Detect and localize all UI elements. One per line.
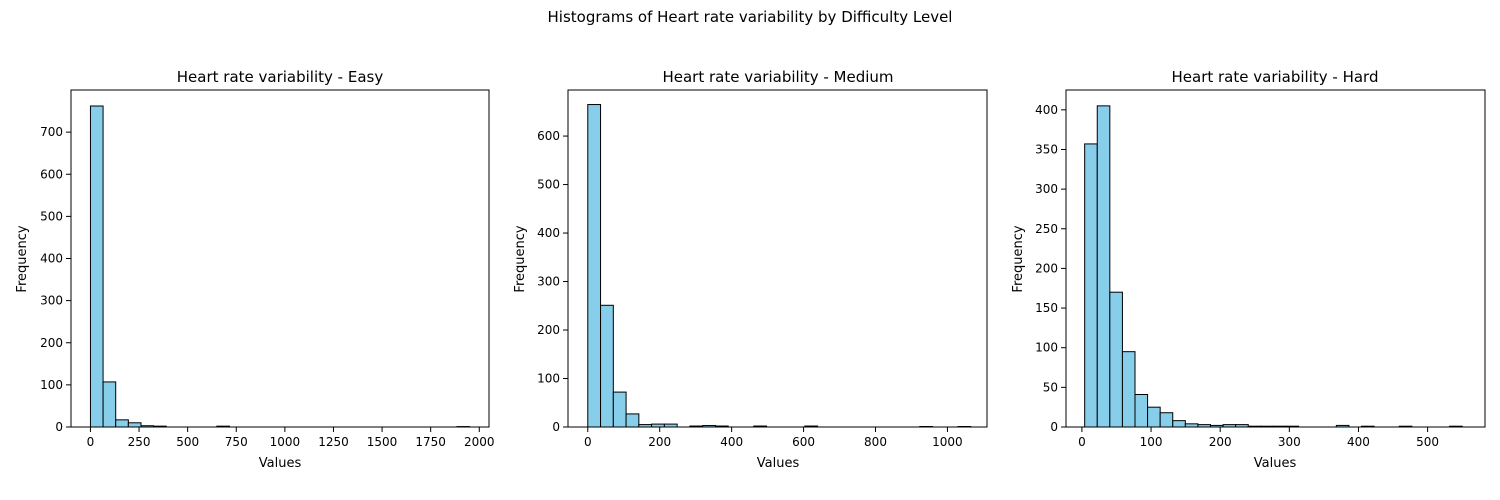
histogram-bar-hard [1084,143,1098,428]
histogram-bar-easy [102,381,117,428]
histogram-bar-hard [1109,291,1123,428]
x-tick-label-easy: 750 [225,435,248,449]
y-tick-label-medium: 600 [537,129,560,143]
x-tick-label-medium: 200 [648,435,671,449]
histogram-bar-easy [89,105,104,428]
histogram-bar-medium [612,391,627,428]
y-tick-label-easy: 600 [40,167,63,181]
y-tick-label-medium: 0 [552,420,560,434]
histogram-bar-hard [1147,406,1161,428]
x-tick-label-hard: 300 [1278,435,1301,449]
y-tick-label-hard: 100 [1035,341,1058,355]
histogram-bar-easy [127,422,142,428]
y-tick-label-hard: 0 [1050,420,1058,434]
x-axis-label-easy: Values [259,456,302,471]
y-axis-label-medium: Frequency [513,225,528,292]
y-tick-label-easy: 300 [40,294,63,308]
histogram-bar-medium [600,304,614,428]
y-tick-label-hard: 400 [1035,103,1058,117]
x-tick-label-easy: 500 [176,435,199,449]
histogram-bar-medium [625,413,640,428]
x-tick-label-medium: 0 [584,435,592,449]
axes-frame-easy [70,89,490,428]
histogram-bar-hard [1121,351,1136,428]
y-tick-label-hard: 300 [1035,182,1058,196]
x-tick-label-hard: 200 [1209,435,1232,449]
x-tick-label-easy: 2000 [464,435,495,449]
y-tick-label-medium: 300 [537,275,560,289]
x-tick-label-easy: 1250 [318,435,349,449]
y-tick-label-hard: 350 [1035,142,1058,156]
histogram-bar-hard [1172,420,1186,428]
y-axis-label-easy: Frequency [15,225,30,292]
y-tick-label-easy: 100 [40,378,63,392]
figure-title: Histograms of Heart rate variability by … [548,8,953,26]
x-tick-label-easy: 1000 [270,435,301,449]
panel-title-hard: Heart rate variability - Hard [1172,68,1379,86]
histogram-bar-hard [1159,412,1174,428]
histogram-bar-easy [115,419,129,428]
panel-hard: Heart rate variability - Hard Values Fre… [1011,68,1486,471]
x-tick-label-medium: 400 [720,435,743,449]
y-tick-label-hard: 150 [1035,301,1058,315]
x-tick-label-hard: 0 [1078,435,1086,449]
x-tick-label-hard: 400 [1347,435,1370,449]
x-tick-label-easy: 0 [87,435,95,449]
panel-title-easy: Heart rate variability - Easy [177,68,384,86]
x-tick-label-hard: 500 [1416,435,1439,449]
x-axis-label-hard: Values [1254,456,1297,471]
y-tick-label-easy: 200 [40,336,63,350]
axes-frame-medium [567,89,988,428]
histogram-bar-hard [1134,393,1149,428]
panel-easy: Heart rate variability - Easy Values Fre… [15,68,495,471]
x-tick-label-medium: 800 [864,435,887,449]
y-axis-label-hard: Frequency [1011,225,1026,292]
plot-area-easy: 0 250 500 750 1000 1250 1500 1750 2000 0 100 200 300… [40,89,495,449]
x-tick-label-easy: 250 [128,435,151,449]
x-tick-label-medium: 600 [792,435,815,449]
y-tick-label-medium: 400 [537,226,560,240]
histogram-bar-hard [1096,105,1111,428]
x-axis-label-medium: Values [757,456,800,471]
y-tick-label-easy: 400 [40,252,63,266]
histogram-bar-medium [587,104,602,428]
panel-title-medium: Heart rate variability - Medium [662,68,893,86]
y-tick-label-easy: 0 [55,420,63,434]
y-tick-label-hard: 200 [1035,261,1058,275]
y-tick-label-medium: 200 [537,323,560,337]
y-tick-label-medium: 500 [537,178,560,192]
y-tick-label-medium: 100 [537,372,560,386]
y-tick-label-hard: 50 [1043,380,1058,394]
x-tick-label-easy: 1500 [367,435,398,449]
axes-frame-hard [1065,89,1486,428]
panel-medium: Heart rate variability - Medium Values F… [513,68,988,471]
x-tick-label-medium: 1000 [932,435,963,449]
y-tick-label-easy: 500 [40,209,63,223]
plot-area-medium: 0 200 400 600 800 1000 0 100 200 300 400 500 600 [537,89,988,449]
x-tick-label-easy: 1750 [415,435,446,449]
plot-area-hard: 0 100 200 300 400 500 0 50 100 150 200 250 300 350 400 [1035,89,1486,449]
x-tick-label-hard: 100 [1140,435,1163,449]
y-tick-label-hard: 250 [1035,222,1058,236]
y-tick-label-easy: 700 [40,125,63,139]
